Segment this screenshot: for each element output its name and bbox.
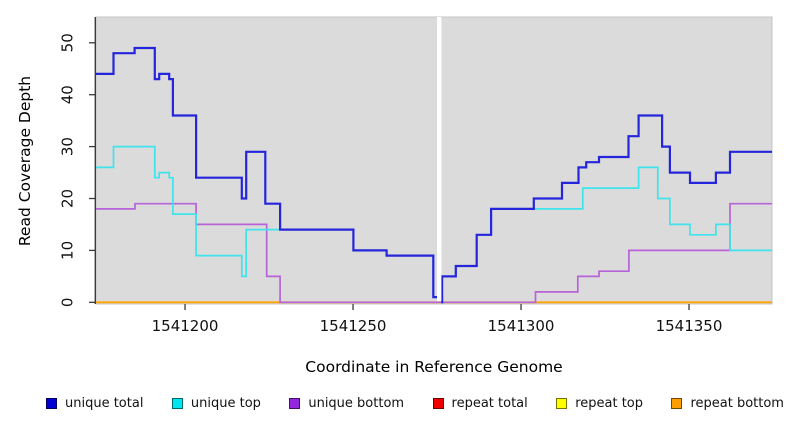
svg-text:30: 30 (59, 137, 77, 156)
repeat-bottom-swatch-icon (671, 398, 683, 409)
chart-canvas: 1541200 1541250 1541300 154135001020304050 … (16, 16, 773, 376)
legend-label: repeat total (451, 396, 528, 411)
svg-text:1541250: 1541250 (320, 317, 387, 335)
legend-item-repeat-top: repeat top (556, 396, 643, 411)
legend-label: repeat top (575, 396, 643, 411)
unique-total-swatch-icon (46, 398, 57, 409)
svg-text:0: 0 (59, 298, 77, 308)
x-axis-title: Coordinate in Reference Genome (305, 358, 562, 376)
svg-text:40: 40 (59, 85, 77, 104)
svg-text:10: 10 (59, 241, 77, 260)
svg-text:50: 50 (59, 33, 77, 52)
repeat-total-swatch-icon (432, 398, 444, 409)
y-axis-title: Read Coverage Depth (16, 76, 34, 246)
plot-area: 1541200 1541250 1541300 1541350 0 10 20 30 40 50 (59, 16, 773, 335)
unique-top-swatch-icon (171, 398, 183, 409)
legend-label: repeat bottom (690, 396, 784, 411)
svg-text:1541350: 1541350 (656, 317, 723, 335)
legend-item-repeat-total: repeat total (432, 396, 528, 411)
legend-item-repeat-bottom: repeat bottom (671, 396, 784, 411)
legend-label: unique total (65, 396, 144, 411)
repeat-top-swatch-icon (556, 398, 568, 409)
legend-label: unique bottom (308, 396, 405, 411)
unique-bottom-swatch-icon (289, 398, 301, 409)
legend-item-unique-bottom: unique bottom (289, 396, 404, 411)
legend-item-unique-top: unique top (171, 396, 261, 411)
svg-text:1541300: 1541300 (488, 317, 555, 335)
legend: unique total unique top unique bottom re… (46, 396, 784, 411)
svg-text:20: 20 (59, 189, 77, 208)
legend-item-unique-total: unique total (46, 396, 143, 411)
svg-text:1541200: 1541200 (152, 317, 219, 335)
legend-label: unique top (190, 396, 261, 411)
